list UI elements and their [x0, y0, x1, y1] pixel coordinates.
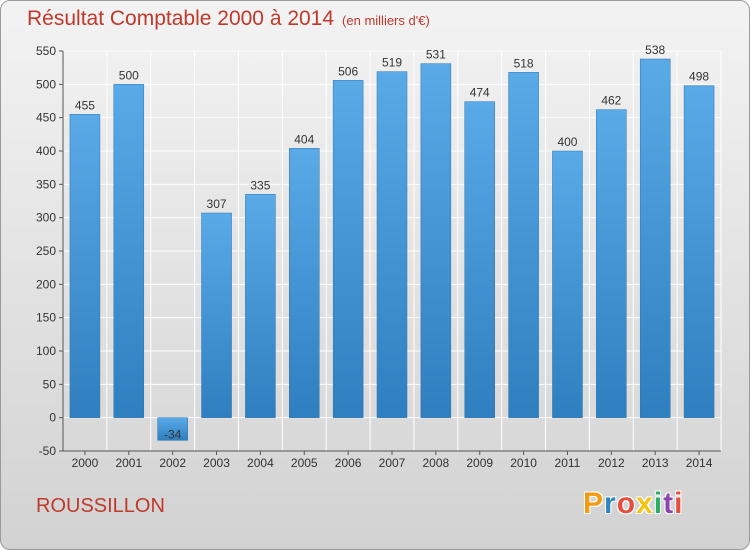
- bar: [508, 72, 539, 418]
- bar: [420, 63, 452, 418]
- bar: [289, 148, 320, 418]
- y-tick-label: 350: [36, 177, 56, 191]
- x-tick-label: 2008: [423, 456, 450, 470]
- x-tick-label: 2006: [335, 456, 362, 470]
- x-tick-label: 2003: [203, 456, 230, 470]
- axes: [59, 50, 721, 455]
- logo-letter: r: [604, 487, 617, 520]
- value-label: 500: [119, 68, 139, 82]
- x-tick-label: 2014: [686, 456, 713, 470]
- bar: [245, 194, 276, 418]
- y-tick-label: 550: [36, 44, 56, 58]
- y-tick-label: 100: [36, 344, 56, 358]
- logo-letter: t: [663, 487, 675, 520]
- bar: [596, 109, 627, 418]
- y-tick-label: 150: [36, 311, 56, 325]
- value-label: 455: [75, 98, 95, 112]
- bar: [464, 101, 495, 418]
- bars: [69, 58, 715, 441]
- value-label: 519: [382, 56, 402, 70]
- value-label: 404: [294, 132, 314, 146]
- value-label: 518: [514, 56, 534, 70]
- bar: [683, 85, 715, 418]
- y-tick-label: 250: [36, 244, 56, 258]
- x-tick-labels: 2000 2001 2002 2003 2004 2005 2006 2007 2008 2009…: [72, 456, 713, 470]
- x-tick-label: 2002: [159, 456, 186, 470]
- value-label: 531: [426, 48, 446, 62]
- bar: [376, 71, 408, 418]
- logo-letter: o: [616, 487, 637, 520]
- value-label: 307: [207, 197, 227, 211]
- x-tick-label: 2000: [72, 456, 99, 470]
- bar: [552, 150, 583, 418]
- chart-title: Résultat Comptable 2000 à 2014 (en millie…: [27, 7, 430, 31]
- x-tick-label: 2013: [642, 456, 669, 470]
- bar: [113, 84, 145, 418]
- logo-letter: P: [583, 487, 605, 520]
- x-tick-label: 2012: [598, 456, 625, 470]
- value-label: 400: [557, 135, 577, 149]
- bar: [201, 212, 232, 418]
- bar: [69, 114, 101, 418]
- y-tick-label: -50: [39, 444, 57, 458]
- y-tick-label: 0: [49, 411, 56, 425]
- chart-subtitle: (en milliers d'€): [342, 13, 430, 28]
- y-tick-labels: -50 0 50 100 150 200 250 300 350 400 450 500 550: [36, 44, 56, 458]
- logo-letter: i: [674, 487, 684, 520]
- x-tick-label: 2004: [247, 456, 274, 470]
- x-tick-label: 2007: [379, 456, 406, 470]
- x-tick-label: 2001: [115, 456, 142, 470]
- value-label: 498: [689, 70, 709, 84]
- x-tick-label: 2005: [291, 456, 318, 470]
- value-labels: 455 500 -34 307 335 404 506 519 531 474 518 400 462 5…: [75, 43, 709, 441]
- chart-title-text: Résultat Comptable 2000 à 2014: [27, 7, 335, 30]
- y-tick-label: 300: [36, 211, 56, 225]
- value-label: 506: [338, 64, 358, 78]
- bar: [332, 80, 364, 418]
- proxiti-logo: Proxiti: [583, 487, 683, 521]
- x-tick-label: 2009: [466, 456, 493, 470]
- value-label: 335: [250, 178, 270, 192]
- logo-letter: i: [653, 487, 664, 520]
- value-label: 474: [470, 86, 490, 100]
- value-label: 538: [645, 43, 665, 57]
- logo-letter: x: [636, 487, 654, 520]
- y-tick-label: 400: [36, 144, 56, 158]
- value-label: -34: [164, 427, 182, 441]
- y-tick-label: 50: [43, 377, 57, 391]
- bar: [157, 417, 188, 441]
- x-tick-label: 2011: [555, 456, 581, 470]
- y-tick-label: 450: [36, 111, 56, 125]
- bar: [639, 58, 671, 418]
- x-tick-label: 2010: [510, 456, 537, 470]
- value-label: 462: [601, 94, 621, 108]
- y-tick-label: 200: [36, 277, 56, 291]
- place-name: ROUSSILLON: [36, 495, 165, 517]
- y-tick-label: 500: [36, 77, 56, 91]
